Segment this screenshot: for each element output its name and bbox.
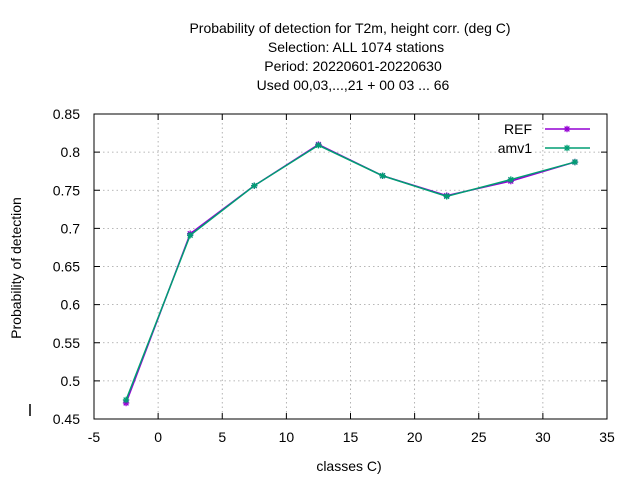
data-point-amv1 bbox=[251, 182, 258, 189]
legend-label-ref: REF bbox=[504, 121, 532, 137]
y-tick-label: 0.85 bbox=[53, 106, 80, 122]
legend-marker-ref bbox=[563, 125, 571, 133]
x-tick-label: 35 bbox=[599, 429, 615, 445]
data-point-amv1 bbox=[379, 172, 386, 179]
x-tick-label: 30 bbox=[535, 429, 551, 445]
y-tick-label: 0.5 bbox=[61, 373, 81, 389]
title-line-4: Used 00,03,...,21 + 00 03 ... 66 bbox=[257, 77, 450, 93]
title-line-2: Selection: ALL 1074 stations bbox=[268, 39, 444, 55]
legend-marker-amv1 bbox=[563, 144, 571, 152]
chart-title: Probability of detection for T2m, height… bbox=[189, 20, 510, 93]
data-point-amv1 bbox=[507, 176, 515, 183]
y-axis-label: Probability of detection bbox=[8, 197, 24, 339]
title-line-1: Probability of detection for T2m, height… bbox=[189, 20, 510, 36]
x-tick-label: 0 bbox=[154, 429, 162, 445]
title-line-3: Period: 20220601-20220630 bbox=[264, 58, 442, 74]
plot-frame bbox=[93, 113, 608, 420]
series-group bbox=[122, 141, 579, 407]
data-point-amv1 bbox=[122, 396, 130, 404]
y-tick-label: 0.75 bbox=[53, 182, 80, 198]
y-tick-label: 0.7 bbox=[61, 220, 81, 236]
legend: REF amv1 bbox=[498, 121, 590, 156]
x-axis-label: classes C) bbox=[316, 458, 381, 474]
legend-label-amv1: amv1 bbox=[498, 140, 532, 156]
data-point-amv1 bbox=[315, 142, 322, 149]
y-tick-label: 0.8 bbox=[61, 144, 81, 160]
data-point-amv1 bbox=[186, 232, 194, 239]
y-tick-label: 0.6 bbox=[61, 297, 81, 313]
x-tick-label: 25 bbox=[471, 429, 487, 445]
x-tick-label: -5 bbox=[88, 429, 101, 445]
data-point-amv1 bbox=[443, 193, 450, 200]
x-tick-label: 5 bbox=[218, 429, 226, 445]
y-tick-label: 0.55 bbox=[53, 335, 80, 351]
series-line-amv1 bbox=[125, 144, 576, 401]
x-tick-label: 10 bbox=[279, 429, 295, 445]
x-tick-label: 20 bbox=[407, 429, 423, 445]
y-tick-label: 0.45 bbox=[53, 411, 80, 427]
x-axis-ticks: -5 0 5 10 15 20 25 30 35 bbox=[88, 114, 615, 445]
series-line-ref bbox=[125, 143, 576, 404]
data-point-amv1 bbox=[571, 158, 579, 166]
y-tick-label: 0.65 bbox=[53, 259, 80, 275]
y-axis-ticks: 0.45 0.5 0.55 0.6 0.65 0.7 0.75 0.8 0.85 bbox=[53, 106, 607, 427]
x-tick-label: 15 bbox=[343, 429, 359, 445]
